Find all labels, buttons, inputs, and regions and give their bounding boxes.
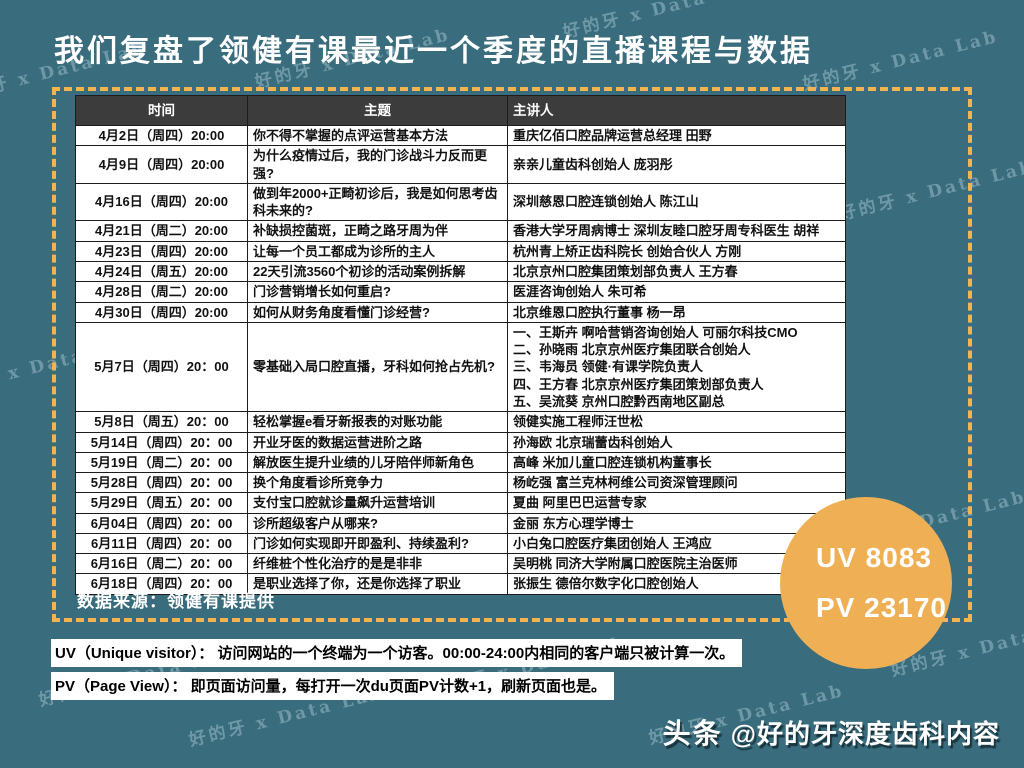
time-cell: 4月24日（周五）20:00: [75, 260, 248, 283]
topic-cell: 开业牙医的数据运营进阶之路: [247, 431, 508, 453]
time-cell: 6月18日（周四）20：00: [75, 573, 248, 595]
time-cell: 4月9日（周四）20:00: [75, 145, 248, 184]
uv-stat: UV 8083: [816, 542, 932, 573]
time-cell: 6月16日（周二）20：00: [75, 553, 248, 575]
table-row: 4月23日（周四）20:00 让每一个员工都成为诊所的主人 杭州青上矫正齿科院长 创…: [75, 240, 846, 262]
speaker-cell: 医涯咨询创始人 朱可希: [507, 281, 846, 303]
speaker-cell: 一、王斯卉 啊哈营销咨询创始人 可丽尔科技CMO 二、孙晓雨 北京京州医疗集团联…: [507, 321, 846, 413]
col-header-speaker: 主讲人: [507, 95, 846, 126]
topic-cell: 补缺损控菌斑，正畸之路牙周为伴: [247, 220, 508, 242]
speaker-cell: 香港大学牙周病博士 深圳友睦口腔牙周专科医生 胡祥: [507, 220, 846, 242]
table-header-row: 时间 主题 主讲人: [75, 95, 846, 126]
topic-cell: 让每一个员工都成为诊所的主人: [247, 240, 508, 262]
speaker-cell: 高峰 米加儿童口腔连锁机构董事长: [507, 451, 846, 474]
time-cell: 6月11日（周四）20：00: [75, 532, 248, 555]
topic-cell: 做到年2000+正畸初诊后，我是如何思考齿科未来的?: [247, 182, 508, 222]
time-cell: 5月7日（周四）20：00: [75, 321, 248, 413]
table-row: 6月16日（周二）20：00 纤维桩个性化治疗的是是非非 吴明桃 同济大学附属口腔医…: [75, 553, 846, 575]
page-title: 我们复盘了领健有课最近一个季度的直播课程与数据: [54, 35, 813, 68]
account-handle: @好的牙深度齿科内容: [730, 719, 1000, 749]
topic-cell: 诊所超级客户从哪来?: [247, 512, 508, 534]
table-row: 4月21日（周二）20:00 补缺损控菌斑，正畸之路牙周为伴 香港大学牙周病博士 深…: [75, 220, 846, 242]
course-table-body: 4月2日（周四）20:00 你不得不掌握的点评运营基本方法 重庆亿佰口腔品牌运营总经…: [75, 124, 846, 595]
table-row: 5月14日（周四）20：00 开业牙医的数据运营进阶之路 孙海欧 北京瑞蕾齿科创始人: [75, 431, 846, 453]
table-row: 5月8日（周五）20：00 轻松掌握e看牙新报表的对账功能 领健实施工程师汪世松: [75, 411, 846, 433]
topic-cell: 门诊如何实现即开即盈利、持续盈利?: [247, 532, 508, 555]
table-row: 6月11日（周四）20：00 门诊如何实现即开即盈利、持续盈利? 小白兔口腔医疗集团…: [75, 532, 846, 555]
time-cell: 5月19日（周二）20：00: [75, 451, 248, 474]
stats-badge: UV 8083 PV 23170: [780, 497, 952, 669]
table-row: 5月29日（周五）20：00 支付宝口腔就诊量飙升运营培训 夏曲 阿里巴巴运营专家: [75, 492, 846, 514]
topic-cell: 为什么疫情过后，我的门诊战斗力反而更强?: [247, 145, 508, 184]
table-row: 4月30日（周四）20:00 如何从财务角度看懂门诊经营? 北京维恩口腔执行董事 杨…: [75, 301, 846, 323]
table-row: 4月28日（周二）20:00 门诊营销增长如何重启? 医涯咨询创始人 朱可希: [75, 281, 846, 303]
pv-definition: PV（Page View）： 即页面访问量，每打开一次du页面PV计数+1，刷新…: [51, 672, 615, 700]
topic-cell: 门诊营销增长如何重启?: [247, 281, 508, 303]
col-header-time: 时间: [75, 95, 248, 126]
topic-cell: 如何从财务角度看懂门诊经营?: [247, 301, 508, 323]
watermark: 好的牙 x Data Lab: [801, 26, 1001, 95]
speaker-cell: 杭州青上矫正齿科院长 创始合伙人 方刚: [507, 240, 846, 262]
uv-definition: UV（Unique visitor）： 访问网站的一个终端为一个访客。00:00…: [51, 639, 743, 667]
speaker-cell: 金丽 东方心理学博士: [507, 512, 846, 534]
table-row: 6月18日（周四）20：00 是职业选择了你，还是你选择了职业 张振生 德倍尔数字化…: [75, 573, 846, 595]
topic-cell: 22天引流3560个初诊的活动案例拆解: [247, 260, 508, 283]
table-row: 4月16日（周四）20:00 做到年2000+正畸初诊后，我是如何思考齿科未来的?…: [75, 182, 846, 222]
data-source-note: 数据来源：领健有课提供: [77, 592, 275, 611]
speaker-cell: 领健实施工程师汪世松: [507, 411, 846, 433]
time-cell: 4月30日（周四）20:00: [75, 301, 248, 323]
time-cell: 6月04日（周四）20：00: [75, 512, 248, 534]
course-table: 时间 主题 主讲人 4月2日（周四）20:00 你不得不掌握的点评运营基本方法 重庆…: [75, 95, 846, 595]
table-row: 5月28日（周四）20：00 换个角度看诊所竞争力 杨屹强 富兰克林柯维公司资深管理…: [75, 472, 846, 494]
platform-label: 头条: [662, 718, 723, 749]
table-row: 4月2日（周四）20:00 你不得不掌握的点评运营基本方法 重庆亿佰口腔品牌运营总经…: [75, 124, 846, 147]
speaker-cell: 深圳慈恩口腔连锁创始人 陈江山: [507, 182, 846, 222]
time-cell: 4月28日（周二）20:00: [75, 281, 248, 303]
speaker-cell: 杨屹强 富兰克林柯维公司资深管理顾问: [507, 472, 846, 494]
table-row: 4月9日（周四）20:00 为什么疫情过后，我的门诊战斗力反而更强? 亲亲儿童齿科创…: [75, 145, 846, 184]
speaker-cell: 夏曲 阿里巴巴运营专家: [507, 492, 846, 514]
speaker-cell: 亲亲儿童齿科创始人 庞羽彤: [507, 145, 846, 184]
table-row: 5月7日（周四）20：00 零基础入局口腔直播，牙科如何抢占先机? 一、王斯卉 啊哈…: [75, 321, 846, 413]
topic-cell: 轻松掌握e看牙新报表的对账功能: [247, 411, 508, 433]
byline: 头条 @好的牙深度齿科内容: [663, 712, 1000, 752]
col-header-topic: 主题: [247, 95, 508, 126]
time-cell: 4月23日（周四）20:00: [75, 240, 248, 262]
table-row: 5月19日（周二）20：00 解放医生提升业绩的儿牙陪伴师新角色 高峰 米加儿童口腔…: [75, 451, 846, 474]
topic-cell: 换个角度看诊所竞争力: [247, 472, 508, 494]
speaker-cell: 吴明桃 同济大学附属口腔医院主治医师: [507, 553, 846, 575]
time-cell: 5月28日（周四）20：00: [75, 472, 248, 494]
speaker-cell: 北京京州口腔集团策划部负责人 王方春: [507, 260, 846, 283]
table-row: 4月24日（周五）20:00 22天引流3560个初诊的活动案例拆解 北京京州口腔集…: [75, 260, 846, 283]
time-cell: 5月8日（周五）20：00: [75, 411, 248, 433]
dashed-frame: [52, 87, 972, 622]
speaker-cell: 北京维恩口腔执行董事 杨一昂: [507, 301, 846, 323]
topic-cell: 支付宝口腔就诊量飙升运营培训: [247, 492, 508, 514]
topic-cell: 解放医生提升业绩的儿牙陪伴师新角色: [247, 451, 508, 474]
pv-stat: PV 23170: [816, 592, 947, 623]
time-cell: 5月29日（周五）20：00: [75, 492, 248, 514]
table-row: 6月04日（周四）20：00 诊所超级客户从哪来? 金丽 东方心理学博士: [75, 512, 846, 534]
speaker-cell: 孙海欧 北京瑞蕾齿科创始人: [507, 431, 846, 453]
topic-cell: 你不得不掌握的点评运营基本方法: [247, 124, 508, 147]
topic-cell: 零基础入局口腔直播，牙科如何抢占先机?: [247, 321, 508, 413]
topic-cell: 纤维桩个性化治疗的是是非非: [247, 553, 508, 575]
time-cell: 5月14日（周四）20：00: [75, 431, 248, 453]
time-cell: 4月16日（周四）20:00: [75, 182, 248, 222]
time-cell: 4月21日（周二）20:00: [75, 220, 248, 242]
speaker-cell: 张振生 德倍尔数字化口腔创始人: [507, 573, 846, 595]
time-cell: 4月2日（周四）20:00: [75, 124, 248, 147]
speaker-cell: 重庆亿佰口腔品牌运营总经理 田野: [507, 124, 846, 147]
topic-cell: 是职业选择了你，还是你选择了职业: [247, 573, 508, 595]
